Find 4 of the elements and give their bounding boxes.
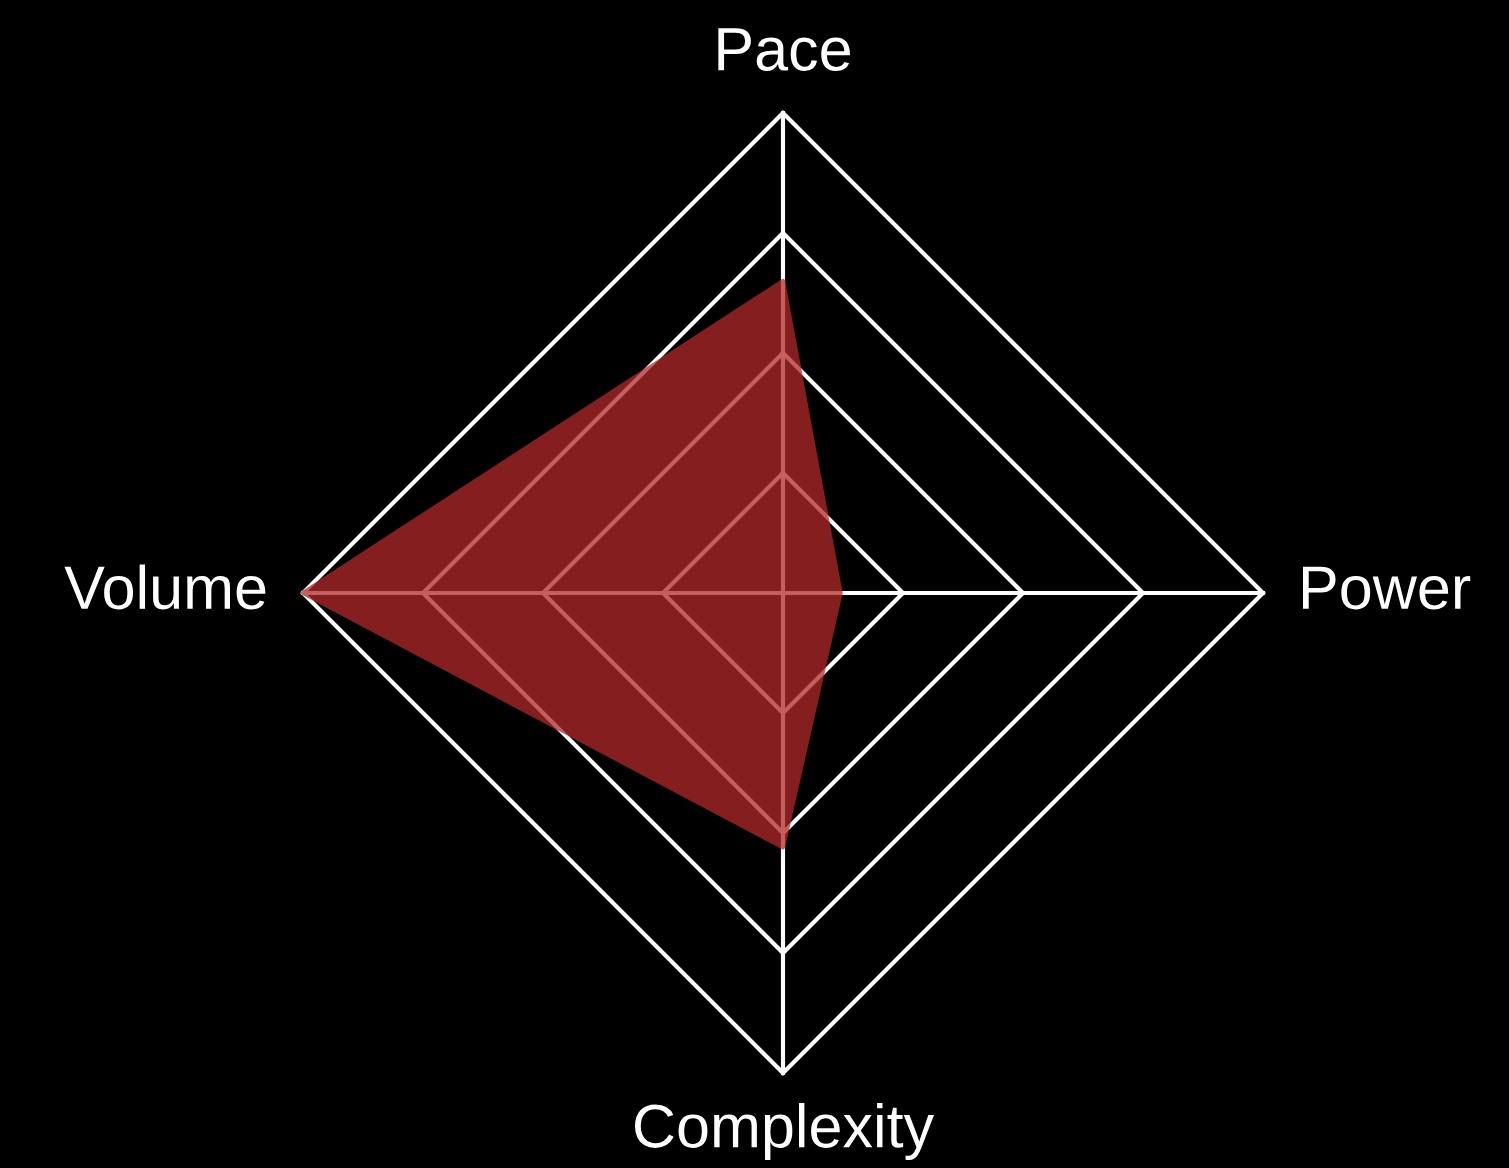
spoke-label: Pace — [718, 28, 850, 71]
spoke-label: Complexity — [634, 1103, 935, 1160]
spoke-label: Power — [1303, 566, 1471, 610]
spoke-label: Volume — [64, 564, 266, 610]
